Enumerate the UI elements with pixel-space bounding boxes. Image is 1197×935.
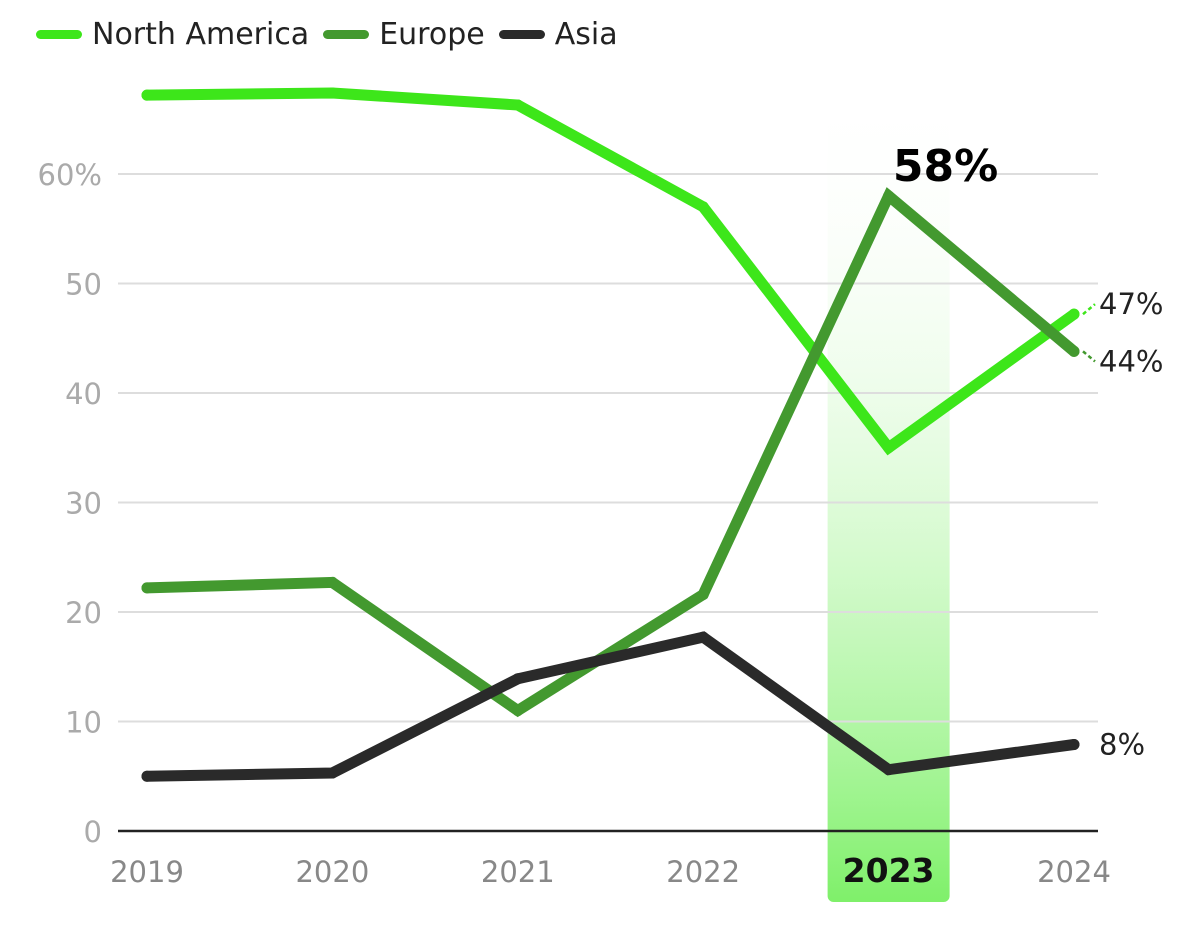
series-line-north-america	[141, 87, 1080, 456]
legend-label-europe: Europe	[379, 16, 485, 52]
legend-swatch-asia	[498, 29, 545, 39]
data-point-europe	[141, 582, 153, 594]
series-line-asia	[141, 631, 1080, 782]
data-point-europe	[697, 588, 709, 600]
data-point-north-america	[1068, 308, 1080, 320]
x-tick-label-highlighted: 2023	[843, 851, 935, 890]
legend-item-north-america: North America	[36, 17, 309, 52]
y-tick-label: 20	[65, 596, 102, 630]
legend-label-north-america: North America	[92, 16, 310, 52]
data-point-asia	[1068, 738, 1080, 750]
data-point-north-america	[141, 89, 153, 101]
legend-swatch-north-america	[36, 29, 82, 39]
data-point-north-america	[883, 442, 895, 454]
legend-item-asia: Asia	[498, 16, 618, 52]
x-tick-label: 2024	[1037, 855, 1111, 889]
data-point-north-america	[326, 87, 338, 99]
data-point-europe	[883, 190, 895, 202]
data-point-europe	[326, 576, 338, 588]
end-value-label-asia: 8%	[1099, 727, 1145, 761]
data-point-asia	[512, 673, 524, 685]
x-tick-label: 2021	[481, 855, 555, 889]
y-tick-label: 60%	[38, 158, 102, 192]
y-tick-label: 10	[65, 706, 102, 740]
data-point-asia	[883, 764, 895, 776]
label-leader-europe	[1082, 350, 1096, 363]
x-tick-label: 2020	[295, 855, 369, 889]
legend-item-europe: Europe	[323, 17, 485, 52]
data-point-asia	[326, 767, 338, 779]
data-point-asia	[141, 770, 153, 782]
x-tick-label: 2022	[666, 855, 740, 889]
legend-label-asia: Asia	[554, 16, 618, 52]
peak-value-label: 58%	[893, 141, 998, 192]
y-tick-label: 0	[84, 815, 102, 849]
data-point-asia	[697, 631, 709, 643]
y-tick-label: 30	[65, 487, 102, 521]
label-leader-north-america	[1082, 303, 1096, 316]
data-point-north-america	[512, 99, 524, 111]
end-value-label-europe: 44%	[1099, 344, 1163, 378]
highlight-band	[827, 88, 950, 902]
data-point-north-america	[697, 201, 709, 213]
data-point-europe	[1068, 345, 1080, 357]
end-value-label-north-america: 47%	[1099, 287, 1163, 321]
chart-legend: North America Europe Asia	[36, 14, 618, 54]
data-point-europe	[512, 705, 524, 717]
legend-swatch-europe	[323, 29, 370, 39]
x-tick-label: 2019	[110, 855, 184, 889]
y-tick-label: 50	[65, 268, 102, 302]
y-tick-label: 40	[65, 377, 102, 411]
